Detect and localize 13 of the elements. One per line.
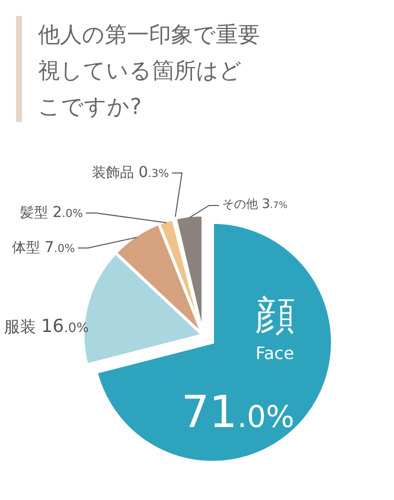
slice-label: 服装: [4, 317, 42, 336]
slice-label: 髪型: [20, 205, 52, 221]
data-label: 71.0%: [181, 387, 294, 438]
data-label: 16.0%: [41, 316, 89, 337]
slice-label: 体型: [12, 240, 44, 256]
slice-label: その他: [222, 197, 262, 211]
slice-label: 装飾品: [92, 165, 138, 181]
chart-title: 他人の第一印象で重要視している箇所はどこですか?: [38, 23, 260, 120]
data-label: 2.0%: [52, 203, 83, 221]
data-label: 3.7%: [262, 197, 288, 212]
data-label: 7.0%: [44, 238, 75, 256]
data-label: 0.3%: [138, 163, 169, 181]
slice-label: 顔 Face: [254, 293, 295, 364]
